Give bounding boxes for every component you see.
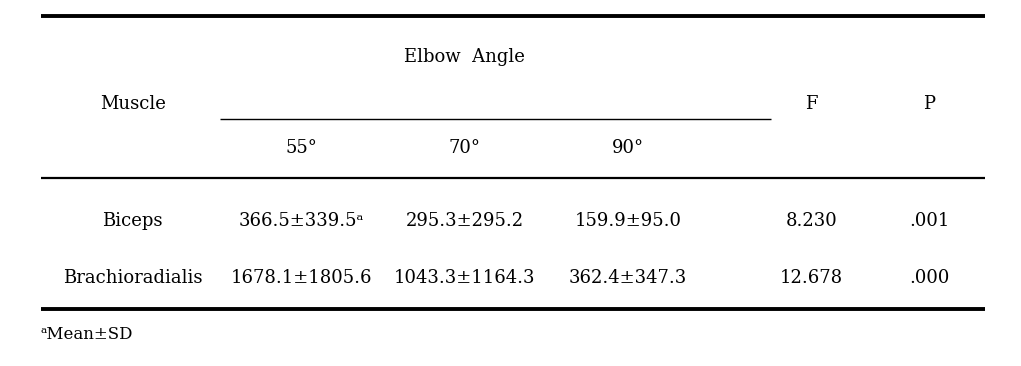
Text: 362.4±347.3: 362.4±347.3 <box>569 269 687 287</box>
Text: 366.5±339.5ᵃ: 366.5±339.5ᵃ <box>239 212 363 231</box>
Text: Brachioradialis: Brachioradialis <box>63 269 202 287</box>
Text: P: P <box>923 95 935 113</box>
Text: .001: .001 <box>909 212 950 231</box>
Text: Elbow  Angle: Elbow Angle <box>404 48 525 66</box>
Text: ᵃMean±SD: ᵃMean±SD <box>41 326 134 343</box>
Text: 1678.1±1805.6: 1678.1±1805.6 <box>231 269 372 287</box>
Text: .000: .000 <box>909 269 950 287</box>
Text: Muscle: Muscle <box>100 95 165 113</box>
Text: 159.9±95.0: 159.9±95.0 <box>575 212 681 231</box>
Text: 12.678: 12.678 <box>780 269 843 287</box>
Text: 90°: 90° <box>612 139 644 157</box>
Text: 70°: 70° <box>448 139 481 157</box>
Text: 295.3±295.2: 295.3±295.2 <box>405 212 524 231</box>
Text: F: F <box>806 95 818 113</box>
Text: Biceps: Biceps <box>102 212 163 231</box>
Text: 55°: 55° <box>285 139 318 157</box>
Text: 1043.3±1164.3: 1043.3±1164.3 <box>394 269 535 287</box>
Text: 8.230: 8.230 <box>786 212 837 231</box>
